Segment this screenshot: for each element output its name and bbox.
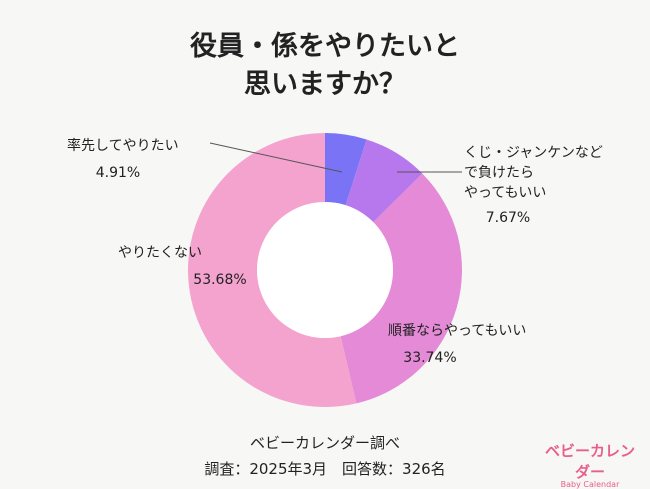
chart-title: 役員・係をやりたいと 思いますか？	[0, 28, 650, 104]
leader-line-slice-0	[209, 142, 343, 173]
slice-label-3: やりたくない	[118, 245, 202, 261]
source-note: ベビーカレンダー調べ	[249, 434, 400, 452]
donut-hole	[257, 202, 393, 338]
survey-note: 調査：2025年3月 回答数：326名	[204, 460, 446, 478]
slice-label-0: 率先してやりたい	[67, 137, 179, 154]
brand-logo: ベビーカレンダー Baby Calendar	[540, 440, 640, 489]
slice-label-1-line-1: くじ・ジャンケンなど	[464, 145, 603, 161]
brand-name: ベビーカレンダー	[544, 442, 635, 481]
slice-value-0: 4.91%	[96, 165, 140, 181]
slice-0	[325, 133, 367, 206]
slice-2	[340, 173, 463, 404]
brand-sub: Baby Calendar	[560, 480, 620, 489]
slice-label-2: 順番ならやってもいい	[388, 323, 526, 339]
slices-group	[188, 133, 463, 407]
slice-label-1-line-3: やってもいい	[464, 185, 546, 201]
slice-3	[188, 133, 357, 407]
slice-value-1: 7.67%	[486, 210, 530, 226]
slice-value-3: 53.68%	[193, 272, 246, 288]
slice-value-2: 33.74%	[403, 350, 456, 366]
title-line-1: 役員・係をやりたいと	[190, 31, 460, 62]
slice-label-1-line-2: で負けたら	[464, 165, 534, 181]
title-line-2: 思いますか？	[244, 69, 406, 100]
slice-1	[345, 139, 423, 223]
